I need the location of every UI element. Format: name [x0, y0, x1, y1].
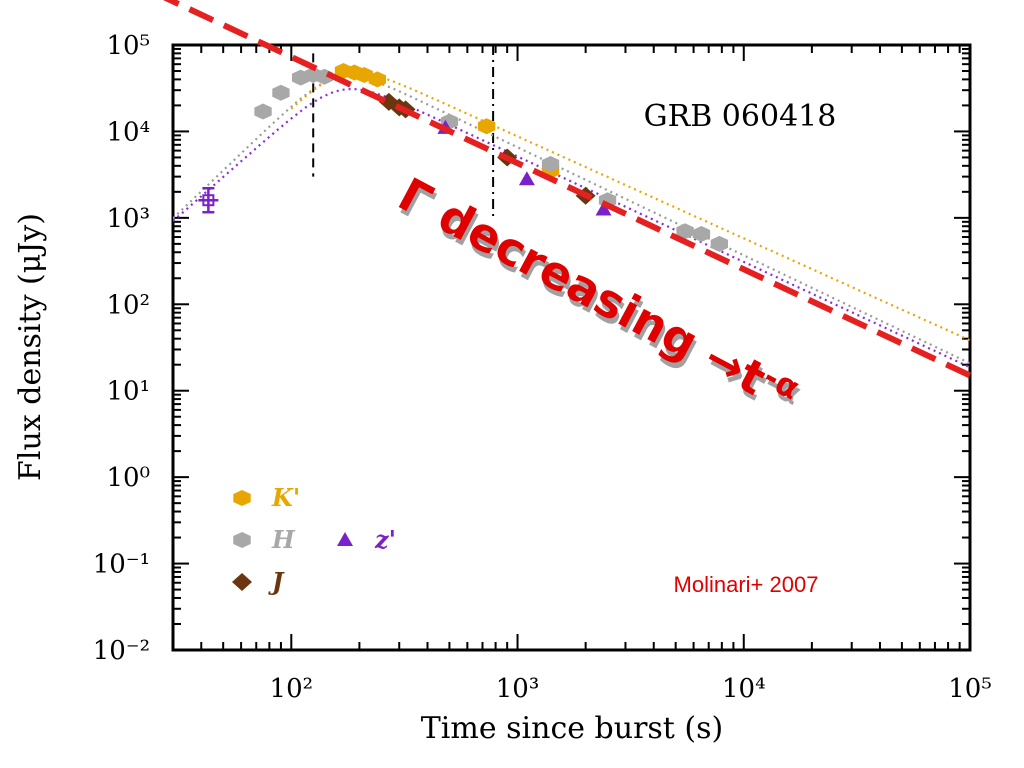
- data-point-k: [355, 67, 373, 83]
- gamma-annotation: Γ decreasing →t-α Γ decreasing →t-α: [390, 166, 808, 422]
- legend-marker-k: [233, 490, 251, 506]
- legend: K' H z' J: [232, 483, 396, 596]
- y-tick-labels: 10⁵ 10⁴ 10³ 10² 10¹ 10⁰ 10⁻¹ 10⁻²: [93, 31, 150, 666]
- legend-label-j: J: [268, 567, 285, 596]
- power-law-trend-line: [163, 0, 972, 379]
- data-point-k: [368, 71, 386, 88]
- y-tick-label: 10²: [106, 290, 150, 320]
- chart-title: GRB 060418: [644, 99, 837, 134]
- x-tick-label: 10⁴: [722, 674, 766, 704]
- y-tick-label: 10⁰: [106, 463, 150, 493]
- citation-credit: Molinari+ 2007: [674, 572, 819, 597]
- x-axis-title: Time since burst (s): [421, 711, 723, 746]
- x-tick-label: 10³: [496, 674, 540, 704]
- data-point-early: [198, 186, 219, 214]
- legend-label-z: z': [374, 525, 396, 554]
- data-point-h: [254, 103, 272, 120]
- x-tick-label: 10⁵: [948, 674, 992, 704]
- y-tick-label: 10¹: [106, 377, 150, 407]
- legend-marker-j: [232, 573, 252, 591]
- x-tick-labels: 10² 10³ 10⁴ 10⁵: [270, 674, 992, 704]
- legend-marker-z: [337, 532, 353, 546]
- data-point-z: [518, 171, 535, 186]
- legend-marker-h: [233, 532, 251, 548]
- y-tick-label: 10⁻²: [93, 636, 150, 666]
- legend-label-k: K': [271, 483, 300, 512]
- plot-frame: [171, 43, 972, 652]
- data-point-h: [272, 84, 290, 101]
- x-tick-label: 10²: [270, 674, 314, 704]
- model-curve: [173, 75, 970, 365]
- y-tick-label: 10⁴: [106, 117, 150, 147]
- axis-ticks: [172, 44, 971, 651]
- data-point-h: [710, 235, 728, 252]
- model-curve: [290, 71, 970, 342]
- model-curves: [173, 71, 970, 369]
- data-point-h: [541, 156, 560, 172]
- y-axis-title: Flux density (μJy): [13, 213, 48, 481]
- annotation-text: Γ decreasing →t: [390, 167, 775, 406]
- y-tick-label: 10³: [106, 204, 150, 234]
- y-tick-label: 10⁻¹: [93, 550, 150, 580]
- errorbar-box: [202, 194, 215, 207]
- data-point-z: [595, 201, 612, 216]
- data-point-k: [477, 118, 496, 135]
- data-point-h: [692, 226, 711, 242]
- y-tick-label: 10⁵: [106, 31, 150, 61]
- svg-text:Γ decreasing →t-α: Γ decreasing →t-α: [390, 166, 806, 422]
- model-curve: [173, 87, 970, 369]
- legend-label-h: H: [271, 525, 296, 554]
- data-point-h: [676, 223, 694, 240]
